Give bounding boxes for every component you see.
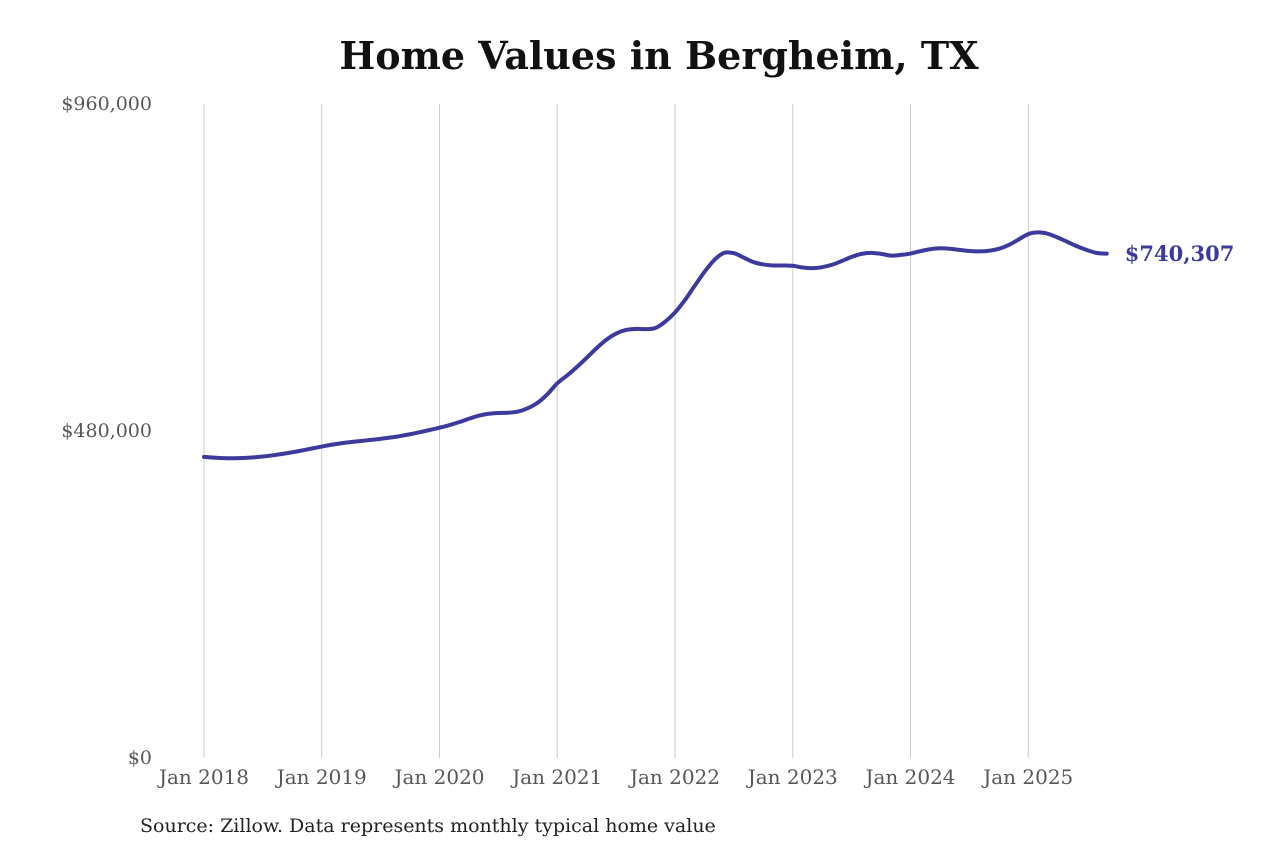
x-axis-tick-label: Jan 2022 — [629, 765, 721, 789]
gridline-group — [203, 104, 1029, 758]
latest-value-label: $740,307 — [1124, 240, 1235, 266]
x-axis-tick-label: Jan 2021 — [512, 765, 603, 789]
x-axis-tick-label: Jan 2023 — [747, 765, 838, 789]
x-axis-tick-label: Jan 2024 — [865, 765, 956, 789]
x-axis-tick-label: Jan 2020 — [394, 765, 485, 789]
y-axis-tick-label: $0 — [127, 747, 152, 769]
source-note: Source: Zillow. Data represents monthly … — [140, 815, 716, 837]
x-axis-tick-label: Jan 2019 — [276, 765, 367, 789]
y-axis-tick-label: $480,000 — [61, 420, 152, 442]
chart-title: Home Values in Bergheim, TX — [339, 33, 979, 78]
x-axis-tick-label: Jan 2025 — [983, 765, 1074, 789]
value-line — [202, 230, 1109, 461]
x-axis-tick-label: Jan 2018 — [158, 765, 250, 789]
y-axis-tick-label: $960,000 — [61, 93, 152, 115]
